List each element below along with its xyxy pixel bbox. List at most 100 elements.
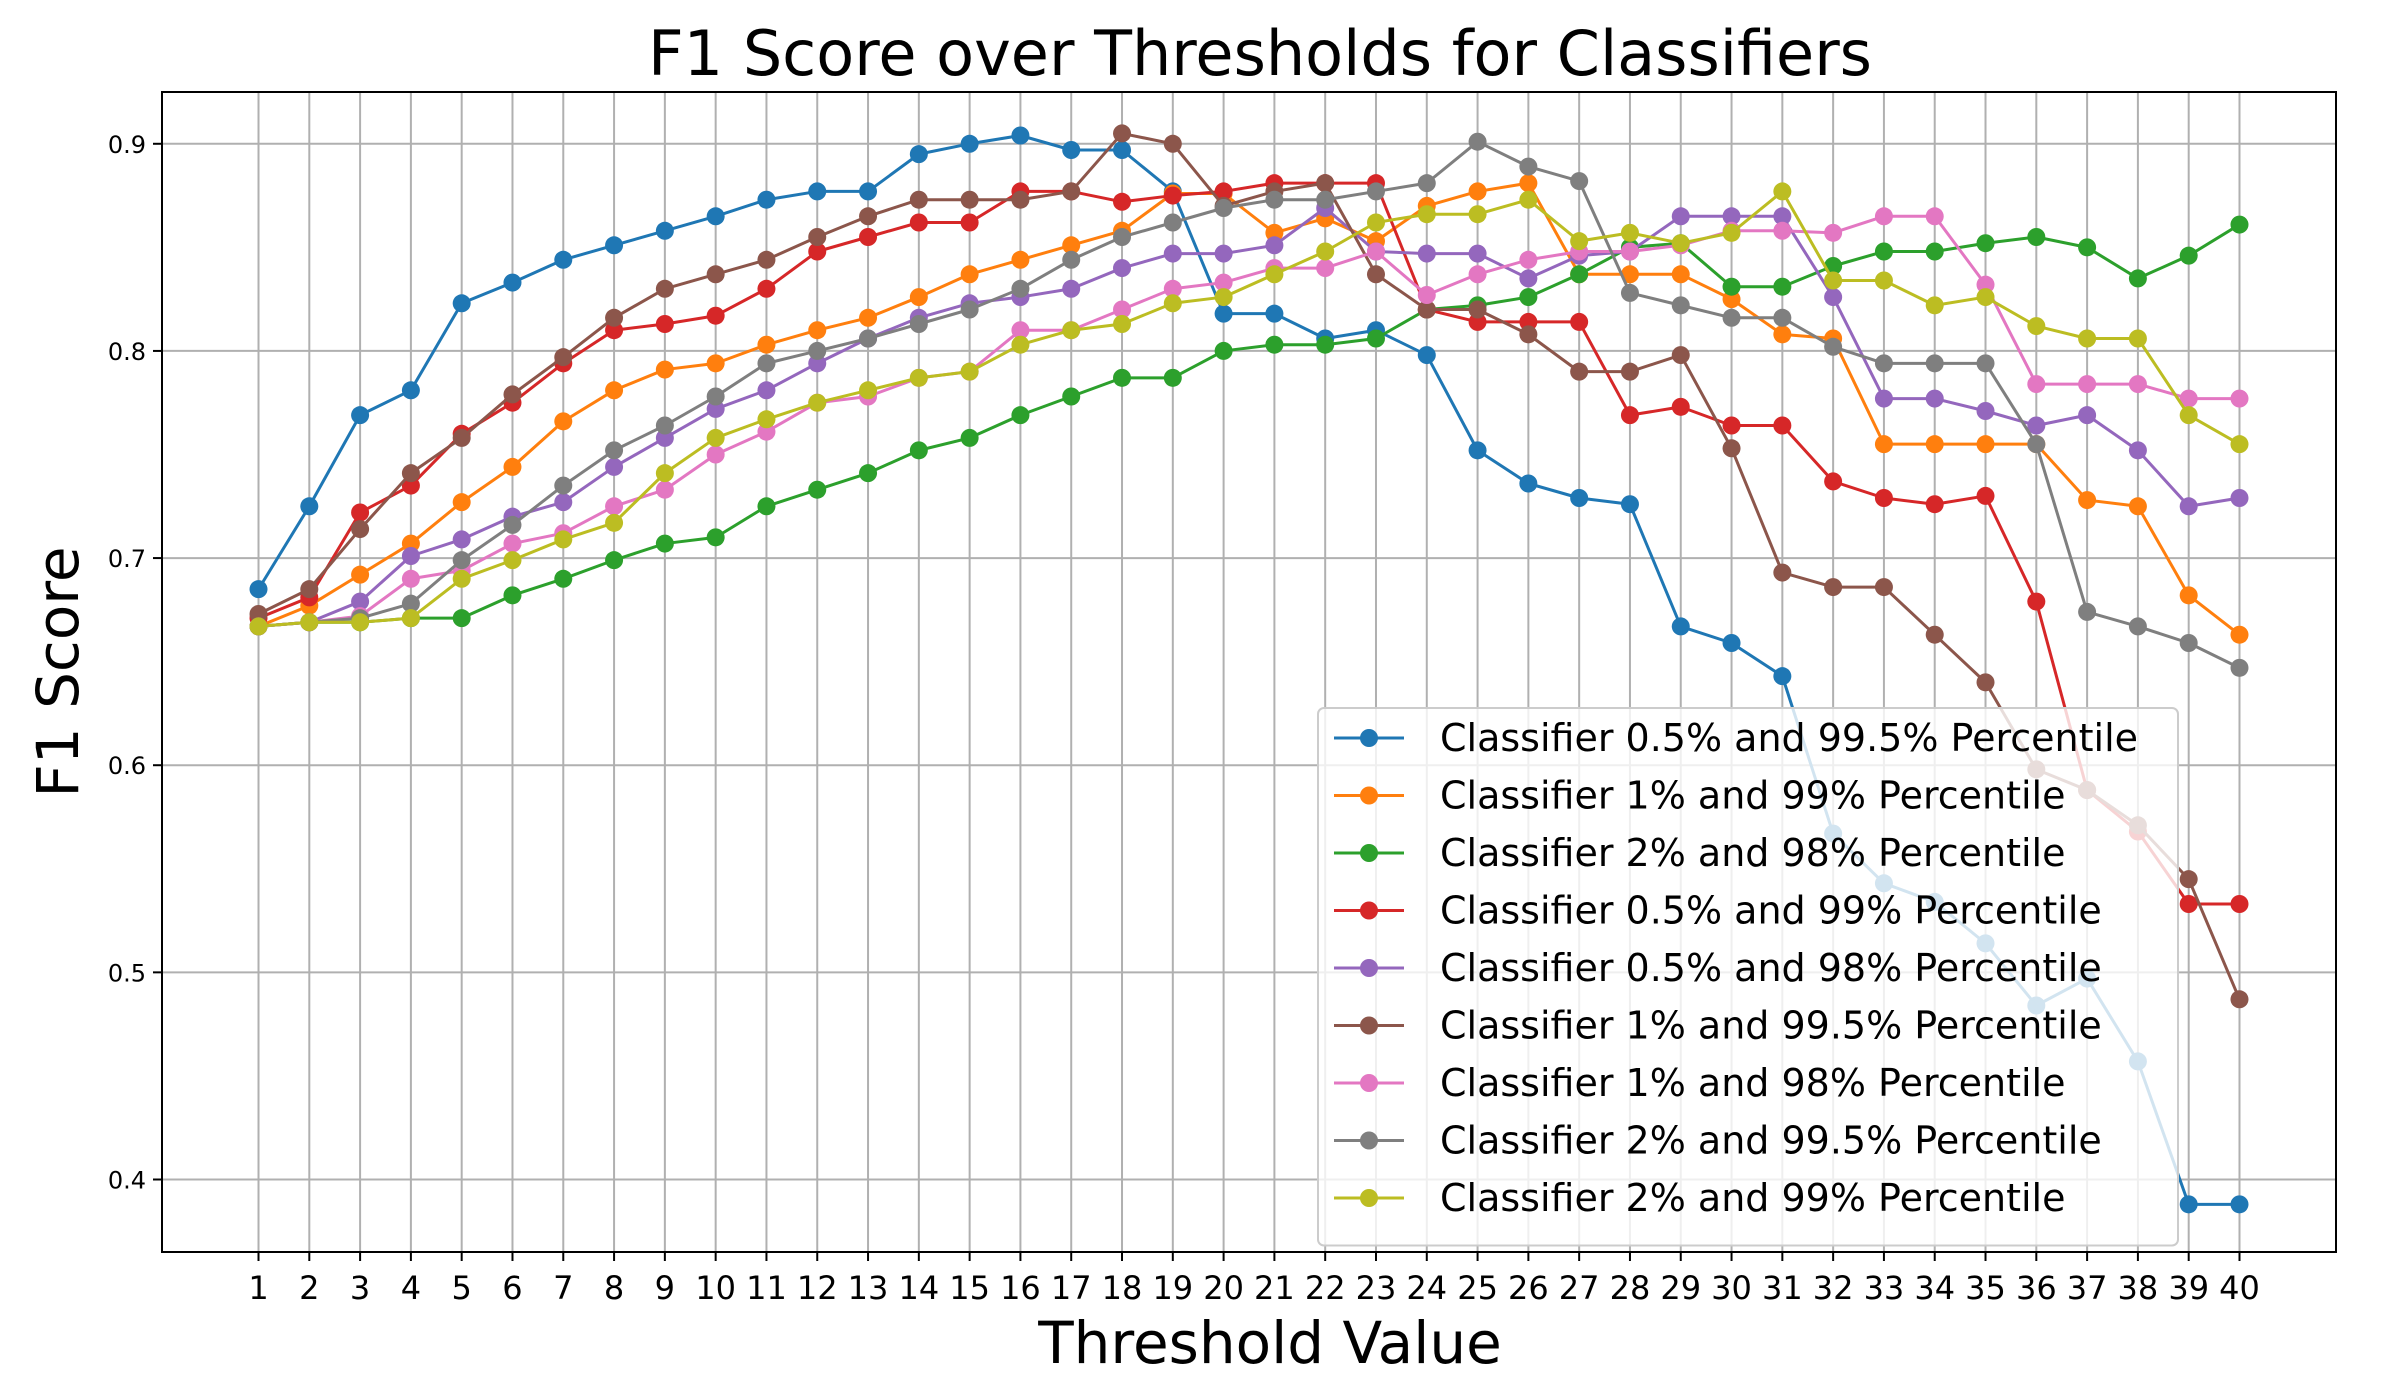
x-tick-label: 18	[1102, 1269, 1143, 1307]
legend-entry: Classifier 2% and 99% Percentile	[1334, 1176, 2066, 1220]
legend-swatch-marker	[1360, 729, 1378, 747]
data-point	[1976, 673, 1995, 692]
data-point	[909, 441, 928, 460]
x-tick-label: 13	[848, 1269, 889, 1307]
data-point	[1773, 308, 1792, 327]
data-point	[757, 335, 776, 354]
data-point	[960, 213, 979, 232]
data-point	[1671, 397, 1690, 416]
data-point	[808, 354, 827, 373]
legend-entry: Classifier 2% and 99.5% Percentile	[1334, 1119, 2102, 1163]
data-point	[503, 273, 522, 292]
data-point	[1062, 250, 1081, 269]
data-point	[757, 381, 776, 400]
data-point	[401, 476, 420, 495]
legend-entry: Classifier 2% and 98% Percentile	[1334, 831, 2066, 875]
ticks: 1 2 3 4 5 6 7 8 9 10 11 12 13 14 15 16 17 18 19 20 21 22 23 24 2…	[108, 131, 2260, 1307]
data-point	[2179, 246, 2198, 265]
x-tick-label: 28	[1610, 1269, 1651, 1307]
data-point	[1773, 277, 1792, 296]
data-point	[1366, 242, 1385, 261]
data-point	[1570, 172, 1589, 191]
data-point	[1824, 578, 1843, 597]
series-6	[249, 124, 2249, 1009]
data-point	[1113, 141, 1132, 159]
data-point	[554, 412, 573, 431]
data-point	[1265, 304, 1284, 323]
data-point	[1163, 368, 1182, 387]
data-point	[1976, 288, 1995, 307]
data-point	[1113, 259, 1132, 278]
data-point	[859, 464, 878, 483]
data-point	[249, 580, 268, 599]
legend-entry: Classifier 1% and 99.5% Percentile	[1334, 1004, 2102, 1048]
data-point	[1163, 186, 1182, 205]
data-point	[655, 221, 674, 240]
legend-swatch-marker	[1360, 844, 1378, 862]
data-point	[2128, 269, 2147, 288]
data-point	[706, 306, 725, 325]
data-point	[1366, 213, 1385, 232]
data-point	[1874, 354, 1893, 373]
data-point	[503, 586, 522, 605]
data-point	[1874, 435, 1893, 454]
x-tick-label: 15	[949, 1269, 990, 1307]
data-point	[1620, 265, 1639, 284]
data-point	[1671, 234, 1690, 253]
series-8	[249, 132, 2249, 677]
data-point	[2128, 375, 2147, 394]
data-point	[859, 308, 878, 327]
data-point	[1925, 354, 1944, 373]
data-point	[1570, 312, 1589, 331]
data-point	[1011, 321, 1030, 340]
data-point	[2230, 215, 2249, 234]
data-point	[2179, 1195, 2198, 1214]
series-line	[257, 131, 2241, 1000]
data-point	[1265, 265, 1284, 284]
data-point	[605, 497, 624, 516]
data-point	[909, 190, 928, 209]
x-tick-label: 1	[248, 1269, 268, 1307]
data-point	[1722, 223, 1741, 242]
data-point	[401, 534, 420, 553]
data-point	[300, 497, 319, 516]
data-point	[1214, 304, 1233, 323]
data-point	[2179, 406, 2198, 425]
data-point	[1163, 294, 1182, 313]
data-point	[960, 428, 979, 447]
x-tick-label: 19	[1152, 1269, 1193, 1307]
data-point	[808, 393, 827, 412]
data-point	[2027, 416, 2046, 435]
data-point	[401, 569, 420, 588]
x-tick-label: 34	[1914, 1269, 1955, 1307]
y-tick-label: 0.5	[108, 959, 146, 987]
data-point	[1163, 279, 1182, 298]
legend-label: Classifier 0.5% and 99.5% Percentile	[1440, 716, 2138, 760]
data-point	[554, 348, 573, 367]
data-point	[1417, 286, 1436, 304]
x-tick-label: 27	[1559, 1269, 1600, 1307]
x-tick-label: 40	[2219, 1269, 2260, 1307]
data-point	[1620, 283, 1639, 302]
data-point	[757, 497, 776, 516]
data-point	[859, 381, 878, 400]
data-point	[1519, 174, 1538, 193]
data-point	[1925, 625, 1944, 644]
legend-label: Classifier 2% and 99% Percentile	[1440, 1176, 2066, 1220]
data-point	[1316, 259, 1335, 278]
data-point	[1519, 312, 1538, 331]
data-point	[452, 551, 471, 570]
data-point	[401, 594, 420, 613]
legend-label: Classifier 2% and 99.5% Percentile	[1440, 1119, 2102, 1163]
data-point	[1671, 265, 1690, 284]
data-point	[1773, 325, 1792, 344]
data-point	[1468, 244, 1487, 263]
data-point	[1976, 354, 1995, 373]
x-tick-label: 25	[1457, 1269, 1498, 1307]
data-point	[1874, 578, 1893, 597]
data-point	[808, 228, 827, 246]
data-point	[1620, 223, 1639, 242]
data-point	[1722, 207, 1741, 226]
data-point	[1874, 207, 1893, 226]
